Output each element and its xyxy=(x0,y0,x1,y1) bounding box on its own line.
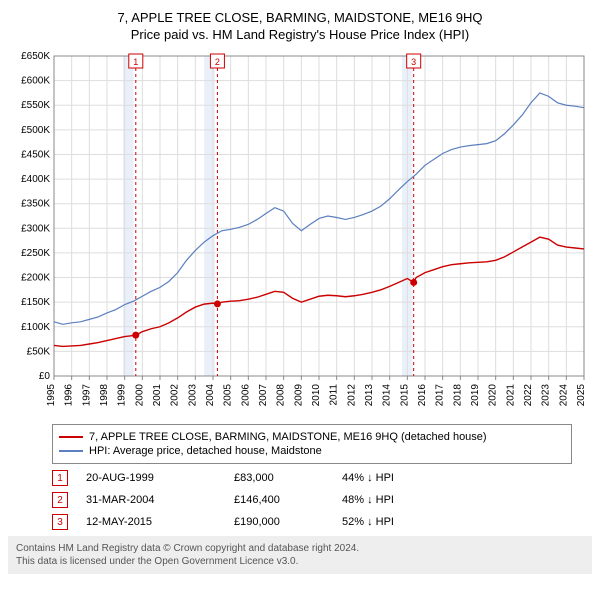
svg-text:2002: 2002 xyxy=(170,384,181,407)
svg-text:3: 3 xyxy=(411,57,416,67)
events-table: 1 20-AUG-1999 £83,000 44% ↓ HPI 2 31-MAR-2004… xyxy=(52,470,572,530)
svg-text:2020: 2020 xyxy=(488,384,499,407)
svg-text:2007: 2007 xyxy=(258,384,269,407)
svg-text:£200K: £200K xyxy=(21,273,50,284)
event-date: 20-AUG-1999 xyxy=(86,472,216,484)
svg-text:£100K: £100K xyxy=(21,322,50,333)
legend-label: 7, APPLE TREE CLOSE, BARMING, MAIDSTONE,… xyxy=(89,431,487,443)
event-marker-box: 3 xyxy=(52,514,68,530)
svg-text:2: 2 xyxy=(215,57,220,67)
svg-text:2004: 2004 xyxy=(205,384,216,407)
svg-text:2009: 2009 xyxy=(293,384,304,407)
svg-text:1: 1 xyxy=(133,57,138,67)
svg-text:£550K: £550K xyxy=(21,100,50,111)
event-marker-box: 2 xyxy=(52,492,68,508)
svg-text:2023: 2023 xyxy=(541,384,552,407)
footer-line-2: This data is licensed under the Open Gov… xyxy=(16,555,584,568)
svg-text:£400K: £400K xyxy=(21,174,50,185)
svg-text:£450K: £450K xyxy=(21,149,50,160)
event-row: 2 31-MAR-2004 £146,400 48% ↓ HPI xyxy=(52,492,572,508)
svg-text:1995: 1995 xyxy=(46,384,57,407)
footer-attribution: Contains HM Land Registry data © Crown c… xyxy=(8,536,592,574)
footer-line-1: Contains HM Land Registry data © Crown c… xyxy=(16,542,584,555)
svg-text:2003: 2003 xyxy=(187,384,198,407)
event-date: 31-MAR-2004 xyxy=(86,494,216,506)
svg-text:2014: 2014 xyxy=(382,384,393,407)
event-date: 12-MAY-2015 xyxy=(86,516,216,528)
svg-text:£150K: £150K xyxy=(21,297,50,308)
legend-label: HPI: Average price, detached house, Maid… xyxy=(89,445,322,457)
svg-text:1998: 1998 xyxy=(99,384,110,407)
event-price: £190,000 xyxy=(234,516,324,528)
chart-container: 7, APPLE TREE CLOSE, BARMING, MAIDSTONE,… xyxy=(0,0,600,582)
legend-row: HPI: Average price, detached house, Maid… xyxy=(59,445,565,457)
svg-text:2024: 2024 xyxy=(558,384,569,407)
svg-text:1997: 1997 xyxy=(81,384,92,407)
svg-text:2005: 2005 xyxy=(223,384,234,407)
svg-text:£0: £0 xyxy=(39,371,51,382)
svg-text:2019: 2019 xyxy=(470,384,481,407)
svg-text:2017: 2017 xyxy=(435,384,446,407)
event-price: £83,000 xyxy=(234,472,324,484)
svg-text:2021: 2021 xyxy=(505,384,516,407)
legend-swatch xyxy=(59,450,83,452)
svg-text:2016: 2016 xyxy=(417,384,428,407)
event-diff: 48% ↓ HPI xyxy=(342,494,572,506)
svg-text:2018: 2018 xyxy=(452,384,463,407)
svg-text:2011: 2011 xyxy=(329,384,340,406)
svg-text:£250K: £250K xyxy=(21,248,50,259)
svg-text:2025: 2025 xyxy=(576,384,587,407)
svg-text:2013: 2013 xyxy=(364,384,375,407)
svg-text:2008: 2008 xyxy=(276,384,287,407)
legend-swatch xyxy=(59,436,83,438)
event-marker-box: 1 xyxy=(52,470,68,486)
event-diff: 52% ↓ HPI xyxy=(342,516,572,528)
svg-text:2006: 2006 xyxy=(240,384,251,407)
svg-text:2010: 2010 xyxy=(311,384,322,407)
svg-text:£50K: £50K xyxy=(27,346,51,357)
event-row: 1 20-AUG-1999 £83,000 44% ↓ HPI xyxy=(52,470,572,486)
event-diff: 44% ↓ HPI xyxy=(342,472,572,484)
svg-text:2012: 2012 xyxy=(346,384,357,407)
event-row: 3 12-MAY-2015 £190,000 52% ↓ HPI xyxy=(52,514,572,530)
svg-text:2001: 2001 xyxy=(152,384,163,407)
svg-text:£600K: £600K xyxy=(21,76,50,87)
legend-row: 7, APPLE TREE CLOSE, BARMING, MAIDSTONE,… xyxy=(59,431,565,443)
svg-text:1999: 1999 xyxy=(117,384,128,407)
chart-area: £0 £50K £100K £150K £200K £250K £300K £350K £400… xyxy=(8,48,592,418)
legend-box: 7, APPLE TREE CLOSE, BARMING, MAIDSTONE,… xyxy=(52,424,572,464)
svg-text:2022: 2022 xyxy=(523,384,534,407)
svg-text:2015: 2015 xyxy=(399,384,410,407)
title-line-1: 7, APPLE TREE CLOSE, BARMING, MAIDSTONE,… xyxy=(8,10,592,25)
svg-text:£500K: £500K xyxy=(21,125,50,136)
svg-text:£300K: £300K xyxy=(21,223,50,234)
line-chart-svg: £0 £50K £100K £150K £200K £250K £300K £350K £400… xyxy=(8,48,592,418)
svg-text:1996: 1996 xyxy=(64,384,75,407)
svg-text:£650K: £650K xyxy=(21,51,50,62)
event-price: £146,400 xyxy=(234,494,324,506)
svg-text:£350K: £350K xyxy=(21,199,50,210)
svg-text:2000: 2000 xyxy=(134,384,145,407)
title-line-2: Price paid vs. HM Land Registry's House … xyxy=(8,27,592,42)
